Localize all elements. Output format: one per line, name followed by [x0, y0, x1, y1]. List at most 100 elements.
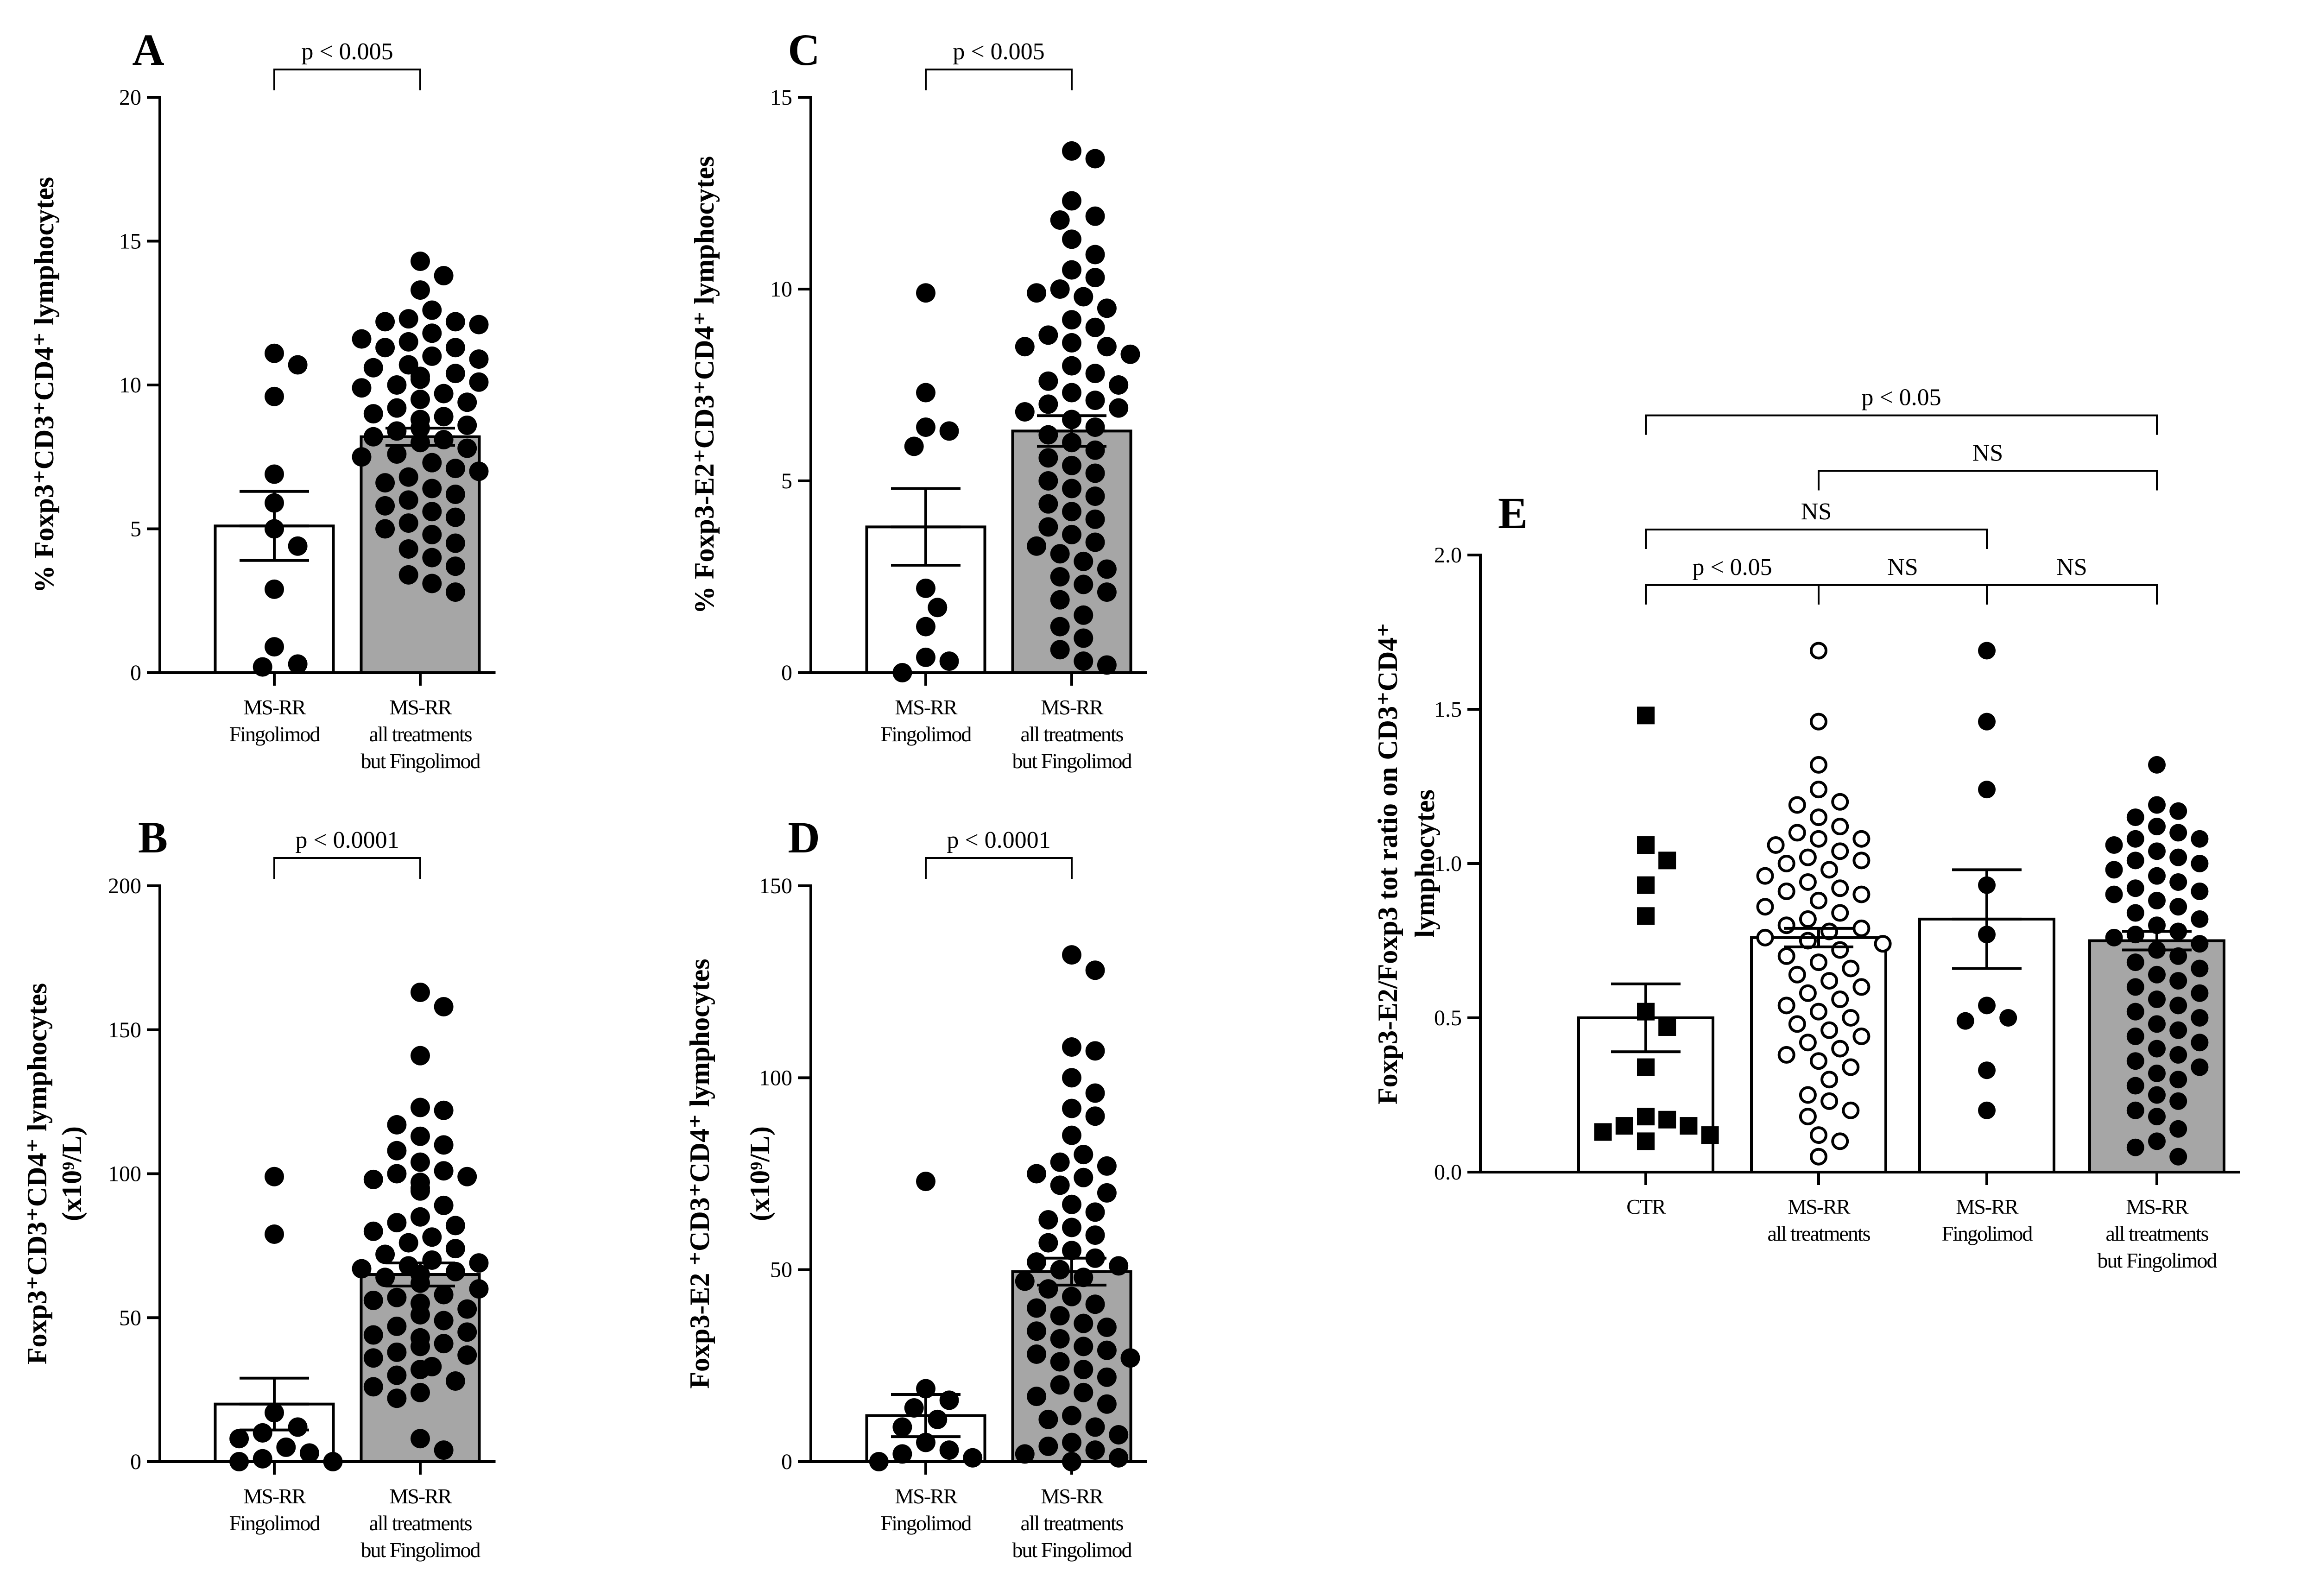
data-point — [422, 1227, 442, 1247]
x-category-label: Fingolimod — [881, 722, 972, 746]
data-point — [363, 1325, 383, 1345]
data-point — [1050, 1329, 1070, 1349]
data-point — [2148, 1064, 2166, 1082]
data-point — [387, 398, 407, 418]
data-point — [1799, 910, 1817, 928]
data-point — [1085, 1106, 1105, 1126]
data-point — [1074, 1313, 1093, 1333]
data-point — [398, 309, 418, 329]
panel-c: C % Foxp3-E2⁺CD3⁺CD4⁺ lymphocytes 0 5 10 15 MS… — [689, 25, 1147, 773]
data-point — [445, 1262, 465, 1281]
data-point — [1050, 590, 1070, 610]
data-point — [1810, 953, 1827, 971]
data-point — [2191, 910, 2209, 928]
data-point — [1038, 1279, 1058, 1299]
data-point — [2191, 959, 2209, 978]
data-point — [1978, 642, 1996, 660]
data-point — [1062, 1068, 1081, 1088]
y-axis-label: % Foxp3⁺CD3⁺CD4⁺ lymphocytes — [29, 177, 59, 593]
data-point — [469, 461, 489, 481]
x-category-label: all treatments — [369, 722, 472, 746]
data-point — [1756, 867, 1774, 885]
data-point — [2148, 756, 2166, 774]
data-point — [1085, 364, 1105, 384]
data-point — [1810, 830, 1827, 848]
data-point — [434, 1135, 454, 1155]
significance-label: p < 0.0001 — [947, 827, 1050, 853]
data-point — [422, 548, 442, 568]
data-point — [2148, 1132, 2166, 1150]
y-tick-label: 100 — [108, 1162, 141, 1186]
data-point — [1120, 344, 1140, 364]
data-point — [469, 1253, 489, 1273]
data-point — [1062, 310, 1081, 330]
data-point — [1831, 941, 1849, 959]
panel-b: B Foxp3⁺CD3⁺CD4⁺ lymphocytes (x10⁹/L) 0 50 10… — [22, 813, 496, 1562]
panel-d: D Foxp3-E2 ⁺CD3⁺CD4⁺ lymphocytes (x10⁹/L) 0… — [684, 813, 1147, 1562]
data-point — [1820, 1092, 1839, 1110]
data-point — [387, 1213, 407, 1233]
data-point — [1788, 824, 1806, 842]
data-point — [387, 1287, 407, 1307]
data-point — [1027, 1387, 1047, 1407]
data-point — [1038, 517, 1058, 537]
data-point — [445, 1216, 465, 1236]
data-point — [469, 1279, 489, 1299]
data-point — [352, 1259, 372, 1279]
data-point — [1027, 1344, 1047, 1364]
data-point — [1085, 149, 1105, 169]
data-point — [1978, 713, 1996, 731]
data-point — [2169, 848, 2187, 866]
data-point — [1085, 268, 1105, 288]
y-tick-label: 2.0 — [1434, 543, 1462, 568]
data-point — [375, 338, 395, 358]
y-tick-label: 200 — [108, 874, 141, 898]
data-point — [916, 383, 935, 403]
data-point — [398, 467, 418, 487]
x-category-label: Fingolimod — [229, 722, 321, 746]
data-point — [2105, 885, 2123, 903]
panel-letter-e: E — [1498, 488, 1528, 538]
y-tick-label: 0.0 — [1434, 1160, 1462, 1185]
data-point — [469, 349, 489, 369]
y-tick-label: 1.5 — [1434, 697, 1462, 722]
data-point — [288, 536, 308, 556]
y-tick-label: 5 — [130, 517, 141, 542]
data-point — [1852, 852, 1871, 870]
data-point — [1978, 1061, 1996, 1079]
data-point — [1062, 524, 1081, 544]
data-point — [2169, 873, 2187, 891]
data-point — [1050, 279, 1070, 299]
data-point — [1097, 337, 1117, 357]
data-point — [1810, 781, 1827, 799]
data-point — [422, 453, 442, 473]
data-point — [1788, 965, 1806, 984]
data-point — [1038, 448, 1058, 468]
data-point — [1074, 1360, 1093, 1380]
data-point — [2191, 855, 2209, 872]
significance-bracket — [273, 69, 421, 90]
data-point — [1085, 532, 1105, 552]
data-point — [1777, 1046, 1795, 1064]
data-point — [265, 579, 284, 599]
data-point — [422, 524, 442, 544]
data-point — [1615, 1117, 1633, 1135]
panel-letter-b: B — [138, 813, 168, 862]
y-tick-label: 20 — [119, 85, 141, 110]
x-category-label: MS-RR — [1956, 1195, 2018, 1218]
data-point — [387, 1388, 407, 1408]
data-point — [1062, 1098, 1081, 1118]
data-point — [2105, 928, 2123, 946]
data-point — [2126, 830, 2144, 848]
data-point — [411, 280, 430, 300]
data-point — [1777, 855, 1795, 872]
data-point — [434, 1285, 454, 1305]
data-point — [1637, 907, 1655, 925]
data-point — [1097, 298, 1117, 318]
data-point — [445, 507, 465, 527]
data-point — [1658, 852, 1676, 870]
data-point — [1999, 1009, 2017, 1027]
data-point — [299, 1443, 319, 1463]
data-point — [1097, 655, 1117, 675]
data-point — [1085, 245, 1105, 265]
